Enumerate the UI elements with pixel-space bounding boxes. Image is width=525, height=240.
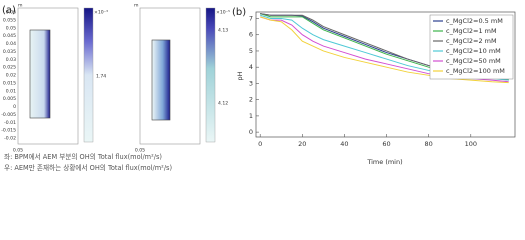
caption: 우: AEM만 존재하는 상황에서 OH의 Total flux(mol/m²/…: [4, 163, 172, 172]
y-tick-label: -0.015: [1, 128, 16, 134]
legend-label: c_MgCl2=2 mM: [446, 37, 497, 45]
x-tick-label: 20: [298, 140, 306, 148]
colorbar-scale: ×10⁻³: [94, 10, 108, 16]
domain: [29, 29, 51, 119]
y-tick-label: 0.03: [6, 57, 16, 63]
y-tick-label: 0.035: [3, 49, 16, 55]
colorbar: [205, 7, 216, 143]
legend-label: c_MgCl2=10 mM: [446, 47, 501, 55]
y-axis-label: pH: [236, 71, 244, 80]
y-tick-label: -0.02: [4, 136, 16, 142]
y-tick-label: 5: [249, 47, 253, 55]
colorbar-label: 4.13: [218, 28, 228, 34]
y-tick-label: 0.005: [3, 96, 16, 102]
y-tick-label: 4: [249, 63, 253, 71]
legend-label: c_MgCl2=1 mM: [446, 27, 497, 35]
y-tick-label: 0.06: [6, 10, 16, 16]
x-tick-label: 0.05: [13, 148, 23, 154]
x-tick-label: 60: [382, 140, 390, 148]
domain: [151, 39, 171, 121]
y-tick-label: 0.04: [6, 41, 16, 47]
y-tick-label: 1: [249, 112, 253, 120]
legend-label: c_MgCl2=100 mM: [446, 67, 505, 75]
plot-frame: [255, 11, 516, 138]
x-tick-label: 100: [465, 140, 477, 148]
y-tick-label: -0.01: [4, 120, 16, 126]
series-line: [260, 16, 509, 84]
y-tick-label: 0.02: [6, 73, 16, 79]
y-tick-label: 7: [249, 14, 253, 22]
y-tick-label: 0.045: [3, 33, 16, 39]
y-tick-label: 0: [13, 104, 16, 110]
x-tick-label: 0: [258, 140, 262, 148]
y-tick-label: 0.015: [3, 80, 16, 86]
x-tick-label: 80: [425, 140, 433, 148]
x-tick-label: 40: [340, 140, 348, 148]
colorbar-label: 4.12: [218, 101, 228, 107]
colorbar: [83, 7, 94, 143]
legend-label: c_MgCl2=0.5 mM: [446, 17, 503, 25]
legend-box: [429, 14, 514, 80]
y-tick-label: 0.055: [3, 17, 16, 23]
x-axis-label: Time (min): [366, 158, 402, 166]
colorbar-scale: ×10⁻⁵: [216, 10, 230, 16]
caption: 좌: BPM에서 AEM 부분의 OH의 Total flux(mol/m²/s…: [4, 152, 162, 161]
panel-label: (b): [232, 7, 246, 18]
y-tick-label: -0.005: [1, 112, 16, 118]
colorbar-label: 1.74: [96, 74, 106, 80]
y-tick-label: 0.025: [3, 65, 16, 71]
y-tick-label: 6: [249, 31, 253, 39]
y-tick-label: 0.01: [6, 88, 16, 94]
axis-unit: m: [18, 4, 23, 9]
y-tick-label: 0.05: [6, 25, 16, 31]
panel-label: (a): [2, 5, 16, 16]
y-tick-label: 0: [249, 128, 253, 136]
axis-unit: m: [134, 4, 139, 9]
figure: (a) m 0.05 ×10⁻³ 1.74 m 0.05 ×10⁻⁵ 4.13 …: [1, 4, 516, 172]
legend-label: c_MgCl2=50 mM: [446, 57, 501, 65]
y-tick-label: 3: [249, 79, 253, 87]
y-tick-label: 2: [249, 96, 253, 104]
x-tick-label: 0.05: [135, 148, 145, 154]
